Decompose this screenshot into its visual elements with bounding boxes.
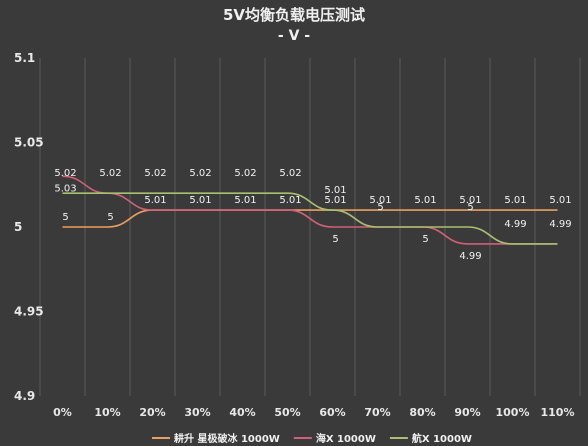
x-tick-label: 60% bbox=[319, 406, 345, 419]
data-label: 4.99 bbox=[504, 219, 526, 230]
data-label: 5.01 bbox=[279, 195, 301, 206]
data-label: 5.01 bbox=[189, 195, 211, 206]
x-tick-label: 50% bbox=[274, 406, 300, 419]
data-label: 5.02 bbox=[144, 168, 166, 179]
x-tick-label: 70% bbox=[364, 406, 390, 419]
x-tick-label: 30% bbox=[184, 406, 210, 419]
data-label: 5.01 bbox=[459, 195, 481, 206]
chart-title: 5V均衡负载电压测试 bbox=[223, 6, 365, 24]
legend-label: 耕升 星极破冰 1000W bbox=[174, 432, 280, 445]
data-label: 5 bbox=[422, 234, 428, 245]
y-tick-label: 5 bbox=[14, 220, 22, 234]
x-tick-label: 80% bbox=[409, 406, 435, 419]
legend-label: 海X 1000W bbox=[316, 432, 376, 445]
data-label: 4.99 bbox=[459, 251, 481, 262]
data-label: 5.02 bbox=[189, 168, 211, 179]
data-label: 5.01 bbox=[414, 195, 436, 206]
series-layer bbox=[62, 175, 558, 245]
data-label: 5.01 bbox=[549, 195, 571, 206]
x-tick-label: 10% bbox=[94, 406, 120, 419]
x-axis: 0% 10% 20% 30% 40% 50% 60% 70% 80% 90% 100% 110% bbox=[53, 406, 574, 419]
data-label: 5.02 bbox=[99, 168, 121, 179]
legend: 耕升 星极破冰 1000W 海X 1000W 航X 1000W bbox=[152, 432, 472, 445]
series-line bbox=[62, 175, 558, 245]
x-tick-label: 100% bbox=[496, 406, 530, 419]
y-axis: 5.1 5.05 5 4.95 4.9 bbox=[14, 51, 44, 403]
x-tick-label: 40% bbox=[229, 406, 255, 419]
x-tick-label: 110% bbox=[541, 406, 575, 419]
data-label: 5.01 bbox=[324, 195, 346, 206]
y-tick-label: 4.9 bbox=[14, 389, 35, 403]
data-label: 5 bbox=[107, 212, 113, 223]
data-label: 5.02 bbox=[54, 168, 76, 179]
data-label: 4.99 bbox=[549, 219, 571, 230]
data-label: 5.02 bbox=[279, 168, 301, 179]
y-tick-label: 4.95 bbox=[14, 305, 44, 319]
data-label: 5.03 bbox=[54, 183, 76, 194]
data-label: 5 bbox=[377, 202, 383, 213]
data-label: 5.01 bbox=[369, 195, 391, 206]
x-tick-label: 0% bbox=[53, 406, 72, 419]
data-labels: 5 55.01 5.01 5.01 5.01 5.01 5.01 5.01 5.01 5.01 5.… bbox=[54, 168, 571, 262]
grid-layer bbox=[39, 58, 581, 396]
data-label: 5 bbox=[62, 212, 68, 223]
data-label: 5.02 bbox=[234, 168, 256, 179]
x-tick-label: 20% bbox=[139, 406, 165, 419]
chart-subtitle: - V - bbox=[278, 28, 310, 44]
data-label: 5 bbox=[332, 234, 338, 245]
y-tick-label: 5.05 bbox=[14, 136, 44, 150]
x-tick-label: 90% bbox=[454, 406, 480, 419]
legend-label: 航X 1000W bbox=[412, 432, 472, 445]
data-label: 5.01 bbox=[144, 195, 166, 206]
y-tick-label: 5.1 bbox=[14, 51, 35, 65]
data-label: 5.01 bbox=[324, 185, 346, 196]
data-label: 5.01 bbox=[234, 195, 256, 206]
series-line bbox=[62, 192, 558, 245]
data-label: 5.01 bbox=[504, 195, 526, 206]
data-label: 5 bbox=[467, 202, 473, 213]
